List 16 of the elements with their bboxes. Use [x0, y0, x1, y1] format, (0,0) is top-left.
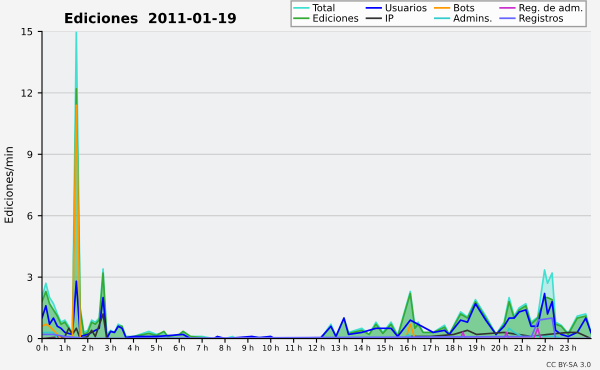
legend-label: Reg. de adm. [520, 4, 582, 14]
y-tick-label: 6 [27, 212, 32, 220]
legend-label: IP [386, 14, 394, 22]
y-tick-label: 12 [22, 89, 32, 97]
legend-label: Ediciones [313, 14, 358, 22]
y-tick-label: 15 [22, 28, 32, 36]
legend-label: Registros [520, 14, 564, 24]
y-tick-label: 9 [27, 150, 32, 158]
legend-label: Usuarios [386, 4, 427, 12]
chart-title: Ediciones 2011-01-19 [65, 12, 236, 24]
y-tick-label: 3 [28, 274, 32, 281]
y-axis-title: Ediciones/min [4, 147, 14, 223]
legend-label: Total [312, 4, 334, 12]
legend-label: Bots [454, 4, 474, 12]
legend-label: Admins. [453, 14, 492, 22]
y-tick-label: 0 [27, 335, 32, 342]
